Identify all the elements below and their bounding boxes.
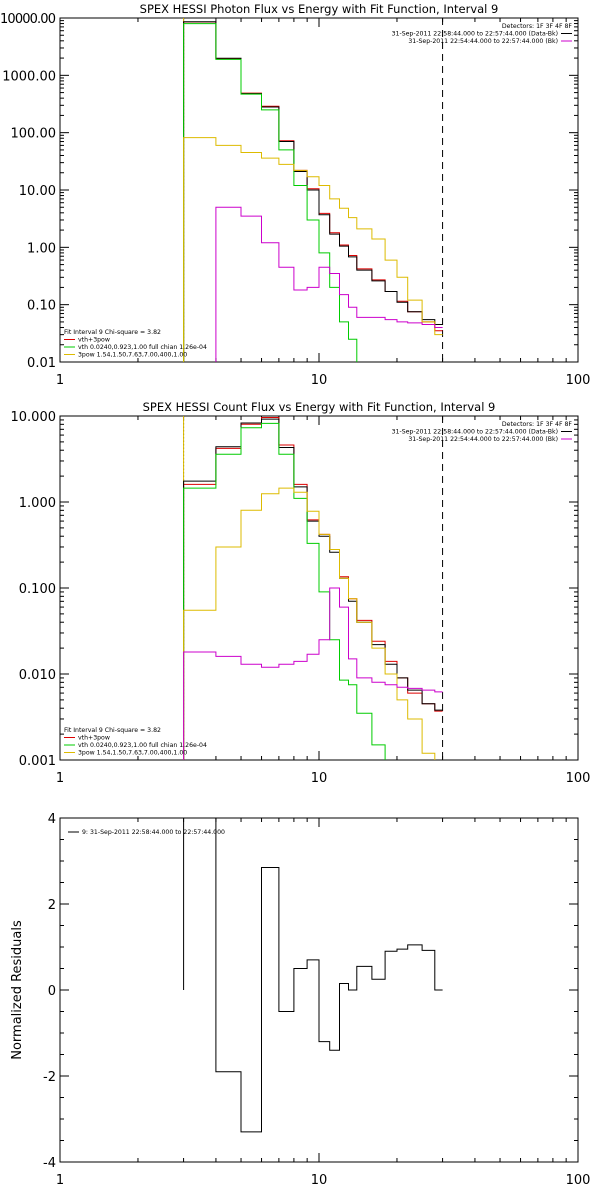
data-layer	[183, 818, 443, 1133]
x-tick-label: 100	[566, 373, 591, 388]
x-tick-label: 10	[311, 373, 328, 388]
y-tick-label: 1.00	[27, 241, 56, 256]
legend-header: Fit Interval 9 Chi-square = 3.82	[64, 727, 161, 734]
x-tick-label: 100	[566, 1173, 591, 1188]
legend-entry-label: 3pow 1.54,1.50,7.63,7.00,400,1.00	[78, 352, 187, 359]
x-tick-label: 10	[311, 771, 328, 786]
legend-entry-label: 31-Sep-2011 22:58:44.000 to 22:57:44.000…	[392, 31, 558, 38]
data-series-2	[183, 21, 443, 362]
data-series-4	[183, 487, 436, 760]
legend-entry-label: vth 0.0240,0.923,1.00 full chian 1.26e-0…	[78, 344, 207, 351]
y-tick-label: 1000.00	[2, 69, 56, 84]
legend-entry-label: vth 0.0240,0.923,1.00 full chian 1.26e-0…	[78, 742, 207, 749]
y-tick-label: 0.010	[19, 668, 56, 683]
data-series-4	[183, 137, 443, 362]
data-layer	[183, 18, 444, 362]
legend-entry-label: vth+3pow	[78, 735, 110, 742]
x-tick-label: 100	[566, 771, 591, 786]
data-series-3	[183, 422, 386, 760]
legend-header: Detectors: 1F 3F 4F 8F	[502, 23, 573, 30]
y-tick-label: 0.10	[27, 299, 56, 314]
chart-panel-2: SPEX HESSI Count Flux vs Energy with Fit…	[11, 400, 591, 786]
y-tick-label: 10000.00	[0, 12, 56, 27]
legend-entry-label: 9: 31-Sep-2011 22:58:44.000 to 22:57:44.…	[82, 829, 225, 836]
y-tick-label: -2	[43, 1070, 56, 1085]
data-series-1	[183, 417, 443, 760]
x-tick-label: 1	[56, 1173, 64, 1188]
legend-entry-label: 31-Sep-2011 22:58:44.000 to 22:57:44.000…	[392, 429, 558, 436]
x-tick-label: 1	[56, 771, 64, 786]
y-tick-label: 0.001	[19, 754, 56, 769]
y-tick-label: 0	[48, 984, 56, 999]
legend-entry-label: vth+3pow	[78, 337, 110, 344]
chart-panel-3: 1 10 100 -4 -2 0 2 4 Normalized Residuals 9: 31-S…	[10, 812, 590, 1188]
y-tick-label: 0.100	[19, 582, 56, 597]
data-series-5	[183, 587, 443, 760]
legend-header: Fit Interval 9 Chi-square = 3.82	[64, 329, 161, 336]
data-series-2	[183, 418, 443, 760]
chart-title: SPEX HESSI Photon Flux vs Energy with Fi…	[140, 2, 499, 16]
y-tick-label: 0.01	[27, 356, 56, 371]
legend-entry-label: 31-Sep-2011 22:54:44.000 to 22:57:44.000…	[408, 436, 558, 443]
y-axis-label: Normalized Residuals	[10, 920, 25, 1060]
legend-header: Detectors: 1F 3F 4F 8F	[502, 421, 573, 428]
y-tick-label: -4	[43, 1156, 56, 1171]
data-series-5	[215, 206, 443, 362]
chart-panel-1: SPEX HESSI Photon Flux vs Energy with Fi…	[0, 2, 590, 388]
chart-title: SPEX HESSI Count Flux vs Energy with Fit…	[143, 400, 496, 414]
y-tick-label: 4	[48, 812, 56, 827]
data-layer	[183, 416, 444, 760]
x-tick-label: 10	[311, 1173, 328, 1188]
data-series-1	[183, 818, 443, 1133]
y-tick-label: 10.00	[19, 184, 56, 199]
y-tick-label: 1.000	[19, 496, 56, 511]
y-tick-label: 2	[48, 898, 56, 913]
y-tick-label: 100.00	[11, 127, 57, 142]
y-tick-label: 10.000	[11, 410, 57, 425]
x-tick-label: 1	[56, 373, 64, 388]
legend-entry-label: 3pow 1.54,1.50,7.63,7.00,400,1.00	[78, 750, 187, 757]
data-series-1	[183, 21, 443, 362]
legend-entry-label: 31-Sep-2011 22:54:44.000 to 22:57:44.000…	[408, 38, 558, 45]
data-series-3	[183, 23, 358, 362]
